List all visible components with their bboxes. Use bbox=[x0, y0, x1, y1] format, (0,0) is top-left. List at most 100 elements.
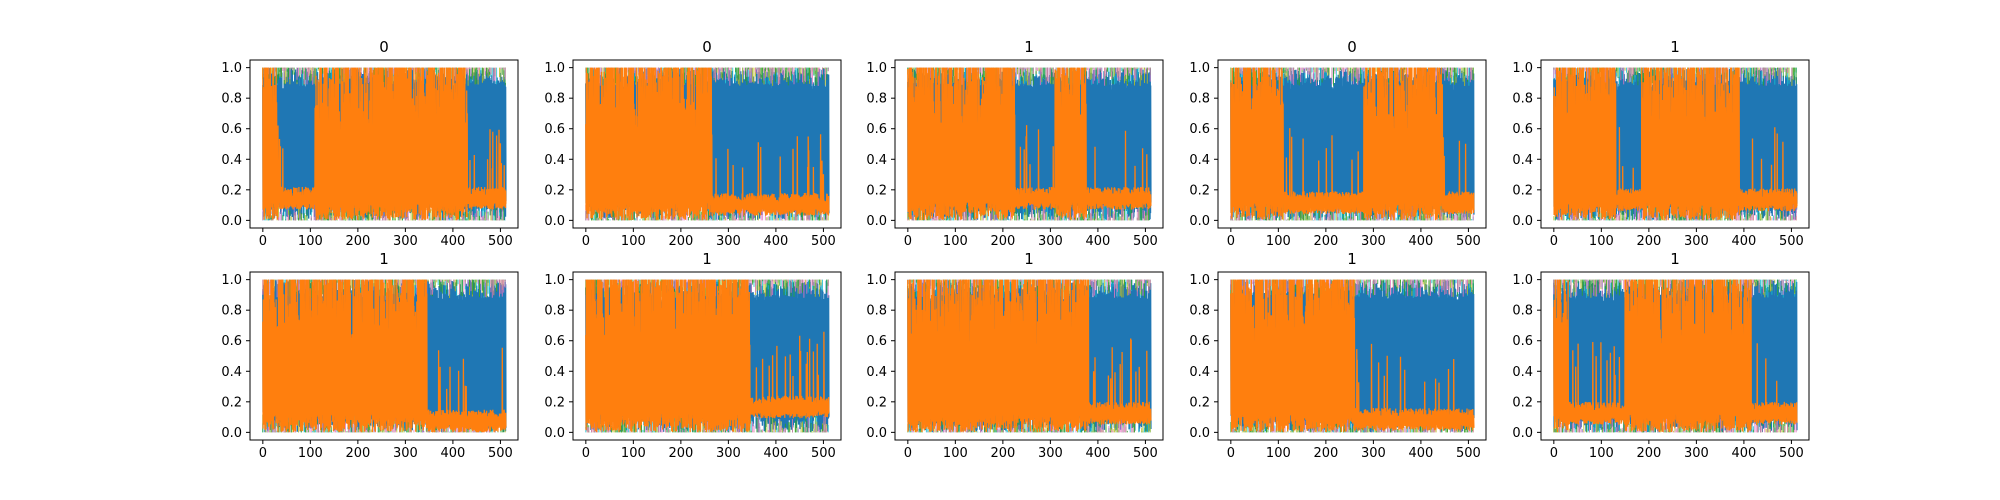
y-tick-label: 1.0 bbox=[1512, 273, 1533, 288]
y-tick-label: 1.0 bbox=[221, 61, 242, 76]
y-tick-label: 0.6 bbox=[1189, 122, 1210, 137]
x-tick-label: 400 bbox=[1408, 446, 1433, 461]
y-tick-label: 0.6 bbox=[866, 334, 887, 349]
subplot-9: 0 100 200 300 400 500 0.0 0.2 0.4 0.6 0.8 1.0 1 bbox=[1189, 250, 1487, 461]
y-tick-label: 0.0 bbox=[866, 426, 887, 441]
x-tick-label: 100 bbox=[621, 446, 646, 461]
plot-area bbox=[262, 67, 507, 221]
x-tick-label: 0 bbox=[1550, 234, 1558, 249]
x-tick-label: 500 bbox=[811, 446, 836, 461]
y-tick-label: 1.0 bbox=[544, 273, 565, 288]
y-tick-label: 0.4 bbox=[544, 153, 565, 168]
x-tick-label: 0 bbox=[904, 446, 912, 461]
y-tick-label: 0.2 bbox=[1189, 395, 1210, 410]
x-tick-label: 400 bbox=[440, 234, 465, 249]
x-tick-label: 500 bbox=[811, 234, 836, 249]
axes-frame bbox=[249, 271, 519, 441]
plot-area bbox=[1553, 67, 1798, 221]
x-tick-label: 300 bbox=[1684, 234, 1709, 249]
y-tick-label: 0.8 bbox=[1512, 92, 1533, 107]
plot-area bbox=[1553, 279, 1798, 433]
x-tick-label: 400 bbox=[1408, 234, 1433, 249]
y-tick-label: 0.4 bbox=[544, 365, 565, 380]
y-tick-label: 0.8 bbox=[544, 304, 565, 319]
y-tick-label: 0.0 bbox=[1512, 214, 1533, 229]
y-tick-label: 0.2 bbox=[1512, 395, 1533, 410]
axes-frame bbox=[1217, 271, 1487, 441]
x-tick-label: 400 bbox=[440, 446, 465, 461]
x-tick-label: 0 bbox=[259, 446, 267, 461]
x-tick-label: 400 bbox=[763, 234, 788, 249]
y-tick-label: 0.2 bbox=[866, 183, 887, 198]
series-line-orange bbox=[907, 67, 1152, 221]
series-line-orange bbox=[585, 279, 830, 433]
x-tick-label: 400 bbox=[1731, 234, 1756, 249]
y-tick-label: 0.0 bbox=[544, 426, 565, 441]
subplot-title: 1 bbox=[1670, 250, 1680, 268]
x-tick-label: 500 bbox=[1133, 446, 1158, 461]
plot-area bbox=[907, 279, 1152, 433]
plot-area bbox=[907, 67, 1152, 221]
series-line-orange bbox=[907, 279, 1152, 433]
axes-frame bbox=[1540, 271, 1810, 441]
y-tick-label: 0.6 bbox=[544, 122, 565, 137]
axes-frame bbox=[894, 271, 1164, 441]
y-tick-label: 1.0 bbox=[221, 273, 242, 288]
subplot-3: 0 100 200 300 400 500 0.0 0.2 0.4 0.6 0.8 1.0 1 bbox=[866, 38, 1164, 249]
y-tick-label: 0.6 bbox=[221, 122, 242, 137]
x-tick-label: 100 bbox=[1266, 234, 1291, 249]
y-tick-label: 0.8 bbox=[866, 92, 887, 107]
y-tick-label: 0.0 bbox=[544, 214, 565, 229]
x-tick-label: 100 bbox=[1266, 446, 1291, 461]
plot-area bbox=[262, 279, 507, 433]
x-tick-label: 100 bbox=[298, 446, 323, 461]
x-tick-label: 200 bbox=[1313, 446, 1338, 461]
x-tick-label: 0 bbox=[582, 234, 590, 249]
y-tick-label: 0.6 bbox=[1189, 334, 1210, 349]
x-tick-label: 300 bbox=[393, 234, 418, 249]
x-tick-label: 0 bbox=[259, 234, 267, 249]
x-tick-label: 500 bbox=[1133, 234, 1158, 249]
subplot-4: 0 100 200 300 400 500 0.0 0.2 0.4 0.6 0.8 1.0 0 bbox=[1189, 38, 1487, 249]
x-tick-label: 200 bbox=[990, 446, 1015, 461]
x-tick-label: 100 bbox=[1589, 234, 1614, 249]
y-tick-label: 0.2 bbox=[544, 395, 565, 410]
x-tick-label: 200 bbox=[1636, 234, 1661, 249]
x-tick-label: 0 bbox=[582, 446, 590, 461]
y-tick-label: 0.2 bbox=[544, 183, 565, 198]
x-tick-label: 0 bbox=[1550, 446, 1558, 461]
axes-frame bbox=[1217, 59, 1487, 229]
y-tick-label: 0.2 bbox=[221, 395, 242, 410]
y-tick-label: 0.8 bbox=[221, 92, 242, 107]
plot-area bbox=[1230, 279, 1475, 433]
x-tick-label: 400 bbox=[1085, 446, 1110, 461]
y-tick-label: 0.4 bbox=[1189, 153, 1210, 168]
subplot-10: 0 100 200 300 400 500 0.0 0.2 0.4 0.6 0.8 1.0 1 bbox=[1512, 250, 1810, 461]
x-tick-label: 100 bbox=[943, 446, 968, 461]
y-tick-label: 0.6 bbox=[1512, 122, 1533, 137]
y-tick-label: 0.6 bbox=[1512, 334, 1533, 349]
subplot-title: 0 bbox=[1347, 38, 1357, 56]
series-line-orange bbox=[262, 67, 507, 221]
x-tick-label: 300 bbox=[1038, 446, 1063, 461]
y-tick-label: 0.8 bbox=[1189, 92, 1210, 107]
subplot-8: 0 100 200 300 400 500 0.0 0.2 0.4 0.6 0.8 1.0 1 bbox=[866, 250, 1164, 461]
y-tick-label: 0.0 bbox=[1189, 214, 1210, 229]
subplot-title: 1 bbox=[1024, 250, 1034, 268]
y-tick-label: 0.2 bbox=[1189, 183, 1210, 198]
y-tick-label: 0.4 bbox=[1512, 153, 1533, 168]
y-tick-label: 0.0 bbox=[221, 214, 242, 229]
x-tick-label: 300 bbox=[1684, 446, 1709, 461]
series-line-orange bbox=[1553, 279, 1798, 433]
subplot-title: 0 bbox=[379, 38, 389, 56]
subplot-title: 1 bbox=[379, 250, 389, 268]
x-tick-label: 500 bbox=[1456, 446, 1481, 461]
x-tick-label: 400 bbox=[763, 446, 788, 461]
subplot-1: 0 100 200 300 400 500 0.0 0.2 0.4 0.6 0.8 1.0 0 bbox=[221, 38, 519, 249]
x-tick-label: 300 bbox=[393, 446, 418, 461]
axes-frame bbox=[1540, 59, 1810, 229]
x-tick-label: 100 bbox=[943, 234, 968, 249]
y-tick-label: 0.4 bbox=[1512, 365, 1533, 380]
x-tick-label: 200 bbox=[345, 446, 370, 461]
